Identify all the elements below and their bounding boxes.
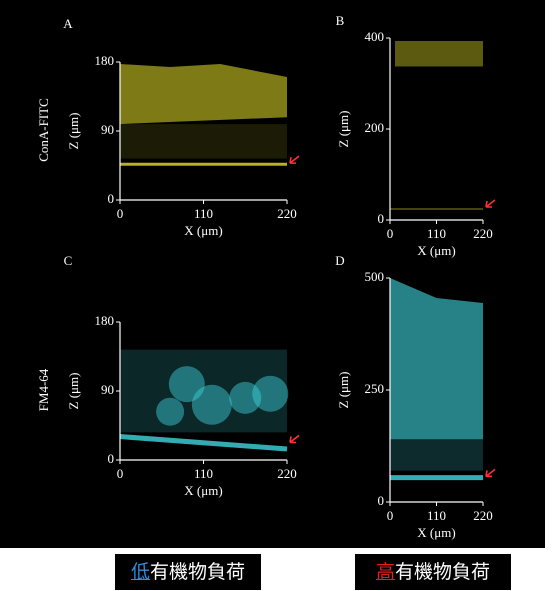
arrow bbox=[289, 155, 300, 164]
caption-text: 有機物負荷 bbox=[150, 561, 246, 583]
caption-highlight: 高 bbox=[375, 561, 395, 583]
y-tick-label: 180 bbox=[95, 53, 115, 68]
y-axis-label: Z (μm) bbox=[66, 373, 81, 410]
panel-label: B bbox=[336, 13, 345, 28]
cell-cluster bbox=[252, 375, 289, 412]
x-tick-label: 110 bbox=[194, 466, 213, 481]
biofilm-signal bbox=[120, 64, 287, 125]
panel-label: A bbox=[63, 16, 73, 31]
y-tick-label: 0 bbox=[108, 451, 115, 466]
y-tick-label: 0 bbox=[378, 211, 385, 226]
cell-cluster bbox=[191, 384, 232, 425]
x-tick-label: 110 bbox=[427, 508, 446, 523]
y-tick-label: 250 bbox=[365, 381, 385, 396]
x-axis-label: X (μm) bbox=[417, 243, 455, 258]
y-tick-label: 180 bbox=[95, 313, 115, 328]
biofilm-haze bbox=[120, 124, 287, 159]
substrate-line bbox=[120, 162, 287, 166]
substrate-line bbox=[390, 208, 483, 210]
x-tick-label: 220 bbox=[473, 226, 493, 241]
cell-cluster bbox=[156, 397, 185, 426]
cell-cluster bbox=[229, 381, 262, 414]
substrate-line bbox=[119, 434, 288, 452]
y-tick-label: 90 bbox=[101, 382, 114, 397]
biofilm-haze bbox=[390, 439, 483, 471]
biofilm-signal bbox=[390, 278, 483, 440]
y-tick-label: 0 bbox=[108, 191, 115, 206]
x-axis-label: X (μm) bbox=[417, 525, 455, 540]
row-label: FM4-64 bbox=[36, 368, 51, 411]
arrow bbox=[289, 434, 300, 444]
x-tick-label: 220 bbox=[277, 206, 297, 221]
y-tick-label: 0 bbox=[378, 493, 385, 508]
y-axis-label: Z (μm) bbox=[336, 111, 351, 148]
caption-high: 高有機物負荷 bbox=[355, 554, 511, 590]
caption-low: 低有機物負荷 bbox=[115, 554, 261, 590]
caption-highlight: 低 bbox=[130, 561, 150, 583]
y-axis-label: Z (μm) bbox=[336, 372, 351, 409]
caption-text: 有機物負荷 bbox=[395, 561, 491, 583]
y-tick-label: 500 bbox=[365, 269, 385, 284]
arrow bbox=[485, 199, 496, 208]
x-tick-label: 0 bbox=[117, 466, 124, 481]
panel-label: C bbox=[64, 253, 73, 268]
arrow bbox=[485, 468, 496, 478]
y-tick-label: 200 bbox=[365, 120, 385, 135]
x-tick-label: 0 bbox=[387, 508, 394, 523]
x-tick-label: 0 bbox=[387, 226, 394, 241]
x-tick-label: 110 bbox=[194, 206, 213, 221]
x-tick-label: 220 bbox=[277, 466, 297, 481]
x-tick-label: 110 bbox=[427, 226, 446, 241]
cell-cluster bbox=[168, 366, 205, 403]
x-axis-label: X (μm) bbox=[184, 223, 222, 238]
substrate-line bbox=[390, 475, 483, 481]
figure-panels: 0 90 180 0 110 220 X (μm) Z (μm) A ConA-FITC 0 200 4… bbox=[0, 0, 545, 548]
x-tick-label: 220 bbox=[473, 508, 493, 523]
y-tick-label: 400 bbox=[365, 29, 385, 44]
y-tick-label: 90 bbox=[101, 122, 114, 137]
y-axis-label: Z (μm) bbox=[66, 113, 81, 150]
x-tick-label: 0 bbox=[117, 206, 124, 221]
biofilm-haze bbox=[120, 349, 287, 433]
biofilm-signal bbox=[395, 41, 483, 67]
row-label: ConA-FITC bbox=[36, 98, 51, 162]
x-axis-label: X (μm) bbox=[184, 483, 222, 498]
panel-label: D bbox=[335, 253, 344, 268]
